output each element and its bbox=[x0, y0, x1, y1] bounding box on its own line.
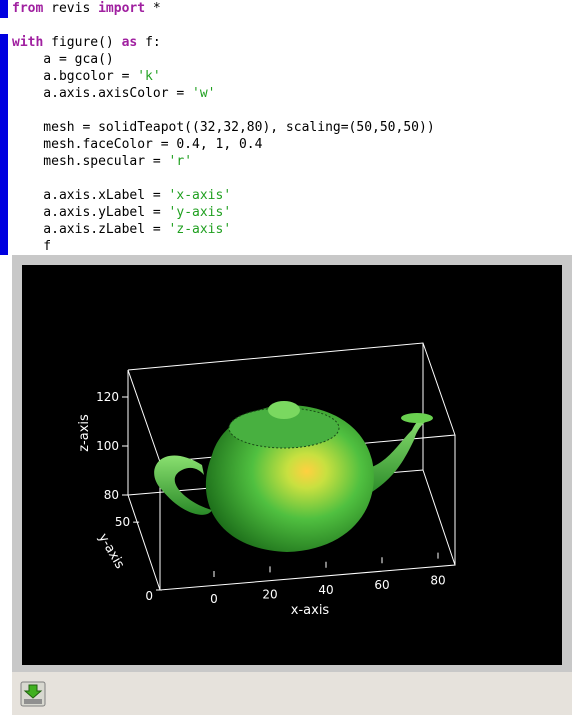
x-tick-label: 40 bbox=[318, 583, 333, 597]
code-line: a.axis.zLabel = 'z-axis' bbox=[12, 221, 435, 238]
z-tick-label: 80 bbox=[104, 488, 119, 502]
code-token: 'k' bbox=[137, 69, 161, 84]
code-token: a.axis.axisColor = bbox=[12, 86, 193, 101]
x-tick-label: 80 bbox=[430, 574, 445, 588]
code-line: from revis import * bbox=[12, 0, 161, 17]
code-line: mesh.faceColor = 0.4, 1, 0.4 bbox=[12, 136, 435, 153]
code: from revis import * bbox=[12, 0, 161, 17]
code-token: mesh.faceColor = 0.4, 1, 0.4 bbox=[12, 137, 263, 152]
code-token: a = gca() bbox=[12, 52, 114, 67]
code-token: from bbox=[12, 1, 44, 16]
code-line: a.axis.xLabel = 'x-axis' bbox=[12, 187, 435, 204]
teapot bbox=[154, 401, 433, 552]
code-token: a.axis.zLabel = bbox=[12, 222, 169, 237]
code-line: with figure() as f: bbox=[12, 34, 435, 51]
code-token: with bbox=[12, 35, 44, 50]
code-token: import bbox=[98, 1, 146, 16]
z-tick-label: 100 bbox=[96, 439, 119, 453]
code-token: a.bgcolor = bbox=[12, 69, 138, 84]
code-token: f bbox=[12, 239, 52, 254]
code-line: mesh = solidTeapot((32,32,80), scaling=(… bbox=[12, 119, 435, 136]
code-token: f: bbox=[137, 35, 161, 50]
code-line: f bbox=[12, 238, 435, 255]
z-tick-label: 120 bbox=[96, 390, 119, 404]
code-token: 'x-axis' bbox=[168, 188, 232, 203]
code-cell[interactable]: with figure() as f: a = gca() a.bgcolor … bbox=[0, 34, 572, 255]
output-area: 80 100 120 0 50 0 20 40 60 80 x-axis z-axis y-axi… bbox=[12, 255, 572, 672]
x-tick-label: 20 bbox=[262, 587, 277, 601]
code-token: mesh = solidTeapot((32,32,80), scaling=(… bbox=[12, 120, 435, 135]
code-token: figure() bbox=[43, 35, 122, 50]
code-token: a.axis.yLabel = bbox=[12, 205, 169, 220]
cell-marker bbox=[0, 0, 8, 18]
code-line: a.bgcolor = 'k' bbox=[12, 68, 435, 85]
code-cell[interactable]: from revis import * bbox=[0, 0, 572, 18]
code-line: mesh.specular = 'r' bbox=[12, 153, 435, 170]
x-axis-label: x-axis bbox=[291, 603, 330, 618]
x-tick-label: 0 bbox=[210, 592, 218, 606]
code-line: a = gca() bbox=[12, 51, 435, 68]
code-token: mesh.specular = bbox=[12, 154, 169, 169]
code-token: revis bbox=[43, 1, 99, 16]
save-button[interactable] bbox=[20, 681, 46, 707]
code: with figure() as f: a = gca() a.bgcolor … bbox=[12, 34, 435, 255]
code-line: a.axis.yLabel = 'y-axis' bbox=[12, 204, 435, 221]
z-axis-label: z-axis bbox=[77, 414, 92, 452]
code-line: a.axis.axisColor = 'w' bbox=[12, 85, 435, 102]
code-token: as bbox=[121, 35, 138, 50]
code-token: 'y-axis' bbox=[168, 205, 232, 220]
y-tick-label: 0 bbox=[145, 589, 153, 603]
code-token: 'z-axis' bbox=[168, 222, 232, 237]
code-line bbox=[12, 102, 435, 119]
code-line bbox=[12, 170, 435, 187]
cell-marker bbox=[0, 34, 8, 255]
code-token: 'w' bbox=[192, 86, 216, 101]
toolbar bbox=[12, 672, 572, 715]
code-token: a.axis.xLabel = bbox=[12, 188, 169, 203]
code-token: * bbox=[145, 1, 161, 16]
x-tick-label: 60 bbox=[374, 578, 389, 592]
code-token: 'r' bbox=[168, 154, 193, 169]
y-tick-label: 50 bbox=[115, 515, 130, 529]
